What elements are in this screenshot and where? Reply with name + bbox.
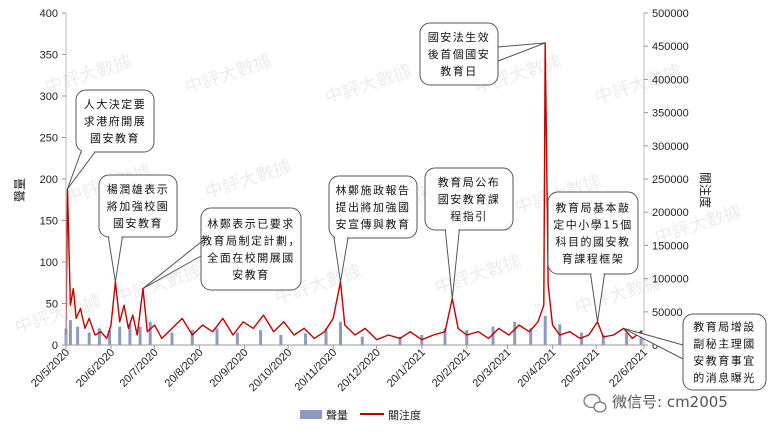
callout-text: 定中小學15個 (553, 218, 633, 232)
bar (171, 333, 174, 345)
y-left-tick-label: 200 (40, 174, 58, 186)
y-left-tick-label: 250 (40, 133, 58, 145)
y-left-tick-label: 400 (40, 8, 58, 20)
y-left-tick-label: 0 (52, 340, 58, 352)
legend-swatch-volume (300, 410, 322, 419)
callout-text: 國安教育課 (438, 192, 501, 206)
callout-text: 教育局制定計劃， (201, 234, 301, 248)
bar (625, 333, 628, 345)
y-right-tick-label: 350000 (652, 108, 689, 120)
watermark-text: 中評大數據 (112, 261, 204, 309)
callout-text: 程指引 (450, 209, 488, 223)
x-tick-label: 20/3/2021 (471, 347, 514, 390)
x-tick-label: 20/4/2021 (516, 347, 559, 390)
callout-text: 安教育 (232, 268, 270, 282)
wechat-icon (584, 395, 606, 413)
y-right-tick-label: 150000 (652, 240, 689, 252)
callout-text: 後首個國安 (428, 47, 491, 61)
x-tick-label: 20/9/2020 (208, 347, 251, 390)
bar (139, 327, 142, 345)
bar (361, 337, 364, 345)
credit-badge: 微信号: cm2005 (584, 393, 728, 412)
x-tick-label: 20/6/2020 (74, 347, 117, 390)
y-left-tick-label: 150 (40, 216, 58, 228)
callout-text: 國安法生效 (428, 30, 491, 44)
x-tick-label: 20/10/2020 (247, 347, 294, 394)
callout-text: 求港府開展 (84, 114, 147, 128)
bar (259, 330, 262, 345)
bar (76, 327, 79, 345)
y-left-tick-label: 350 (40, 50, 58, 62)
bar (216, 328, 219, 345)
y-right-tick-label: 200000 (652, 207, 689, 219)
y-right-tick-label: 300000 (652, 141, 689, 153)
watermark-text: 中評大數據 (12, 291, 104, 339)
bar (118, 327, 121, 345)
y-axis-right-title: 關注度 (698, 172, 713, 208)
callout-text: 安宣傳與教育 (336, 217, 411, 231)
bar (88, 333, 91, 345)
callout-text: 全面在校開展國 (207, 251, 295, 265)
bar (236, 333, 239, 345)
watermark-text: 中評大數據 (182, 51, 274, 99)
watermark-text: 中評大數據 (572, 271, 664, 319)
annotation-callout: 楊潤雄表示將加強校園國安教育 (99, 175, 177, 282)
x-tick-label: 20/8/2020 (163, 347, 206, 390)
x-tick-label: 20/2/2021 (430, 347, 473, 390)
legend-label-volume: 聲量 (326, 408, 348, 422)
y-right-tick-label: 100000 (652, 274, 689, 286)
y-right-tick-label: 500000 (652, 8, 689, 20)
callout-text: 國安教育 (90, 131, 140, 145)
callout-text: 的消息曝光 (693, 371, 756, 385)
callout-text: 國安教育 (113, 216, 163, 230)
y-right-tick-label: 400000 (652, 74, 689, 86)
y-right-tick-label: 50000 (652, 307, 683, 319)
bar (513, 322, 516, 345)
callout-text: 林鄭施政報告 (336, 183, 411, 197)
callout-text: 林鄭表示已要求 (207, 217, 295, 231)
legend: 聲量 關注度 (300, 408, 421, 422)
y-right-tick-label: 450000 (652, 41, 689, 53)
callout-text: 教育局公布 (438, 175, 501, 189)
callout-text: 教育局基本敲 (556, 201, 631, 215)
callout-text: 提出將加強國 (336, 200, 411, 214)
x-tick-label: 20/5/2020 (29, 347, 72, 390)
callout-text: 教育局增設 (693, 320, 756, 334)
x-tick-label: 20/11/2020 (292, 347, 339, 394)
y-left-tick-label: 100 (40, 257, 58, 269)
bar (544, 316, 547, 345)
bar (98, 328, 101, 345)
x-tick-label: 20/12/2020 (335, 347, 382, 394)
callout-text: 副秘主理國 (693, 337, 756, 351)
y-left-tick-label: 50 (46, 299, 58, 311)
bar (465, 330, 468, 345)
annotation-callout: 林鄭施政報告提出將加強國安宣傳與教育 (329, 176, 417, 282)
callout-text: 教育日 (440, 64, 478, 78)
y-right-tick-label: 250000 (652, 174, 689, 186)
x-tick-label: 20/5/2021 (559, 347, 602, 390)
bar (149, 322, 152, 345)
x-tick-label: 20/1/2021 (385, 347, 428, 390)
bar (339, 322, 342, 345)
callout-text: 楊潤雄表示 (107, 182, 170, 196)
callout-text: 人大決定要 (84, 97, 147, 111)
bar (304, 333, 307, 345)
x-tick-label: 22/6/2021 (607, 347, 650, 390)
callout-pointer (108, 237, 122, 282)
callout-text: 科目的國安教 (556, 235, 631, 249)
legend-label-attention: 關注度 (388, 408, 421, 422)
y-axis-left-title: 聲量 (12, 178, 27, 202)
callout-text: 安教育事宜 (693, 354, 756, 368)
callout-text: 將加強校園 (107, 199, 170, 213)
watermark-text: 中評大數據 (202, 156, 294, 204)
callout-text: 育課程框架 (562, 252, 625, 266)
watermark-text: 中評大數據 (322, 61, 414, 109)
bar (69, 320, 72, 345)
credit-text: 微信号: cm2005 (612, 393, 728, 411)
watermark-text: 中評大數據 (432, 251, 524, 299)
y-left-tick-label: 300 (40, 91, 58, 103)
bar (279, 335, 282, 345)
x-tick-label: 20/7/2020 (118, 347, 161, 390)
